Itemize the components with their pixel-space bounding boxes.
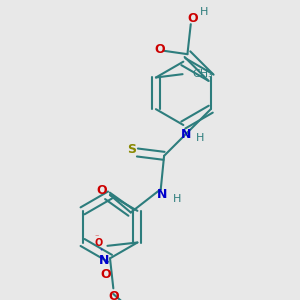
- Text: H: H: [172, 194, 181, 203]
- Text: CH₃: CH₃: [193, 69, 213, 79]
- Text: S: S: [127, 143, 136, 156]
- Text: N: N: [99, 254, 109, 267]
- Text: H: H: [196, 134, 204, 143]
- Text: N: N: [181, 128, 191, 141]
- Text: O: O: [187, 12, 198, 25]
- Text: H: H: [200, 8, 208, 17]
- Text: ⁻: ⁻: [95, 232, 99, 241]
- Text: O: O: [155, 43, 165, 56]
- Text: N: N: [157, 188, 168, 201]
- Text: O: O: [100, 268, 111, 281]
- Text: O: O: [96, 184, 107, 197]
- Text: O: O: [95, 238, 103, 248]
- Text: O: O: [108, 290, 119, 300]
- Text: ⁺: ⁺: [99, 249, 103, 255]
